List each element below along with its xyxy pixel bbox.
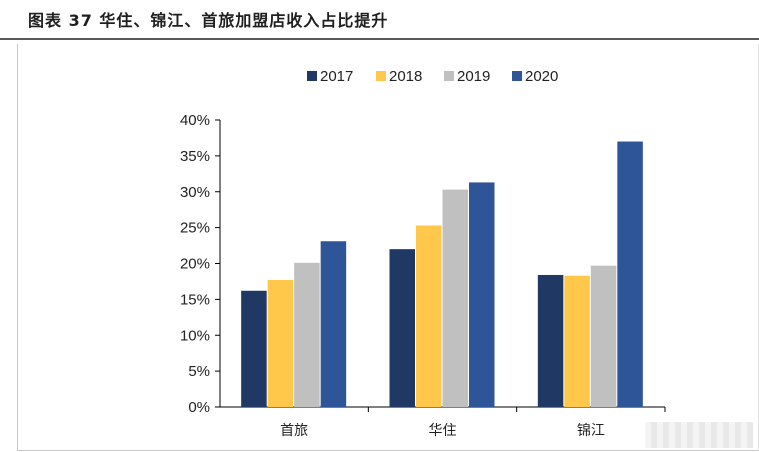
bar-2017 <box>537 274 564 407</box>
y-tick-label: 35% <box>180 148 210 165</box>
legend-swatch-2017 <box>307 71 317 81</box>
bar-2017 <box>389 249 415 407</box>
bar-2020 <box>469 182 495 407</box>
bar-2017 <box>241 290 267 407</box>
bar-2018 <box>267 280 294 407</box>
x-category-label: 锦江 <box>577 422 605 439</box>
legend-swatch-2020 <box>512 71 522 81</box>
legend-label-2020: 2020 <box>525 68 558 85</box>
title-bar: 图表 37 华住、锦江、首旅加盟店收入占比提升 <box>0 0 759 40</box>
x-category-label: 华住 <box>429 423 457 439</box>
y-tick-label: 15% <box>180 291 210 308</box>
legend-label-2017: 2017 <box>320 68 353 85</box>
legend-label-2018: 2018 <box>389 68 422 85</box>
watermark <box>645 422 753 448</box>
y-tick-label: 20% <box>180 256 210 273</box>
legend-swatch-2018 <box>376 71 386 81</box>
legend-swatch-2019 <box>444 71 454 81</box>
y-tick-label: 30% <box>180 184 210 201</box>
chart-title: 图表 37 华住、锦江、首旅加盟店收入占比提升 <box>28 11 389 30</box>
bar-2018 <box>416 225 442 407</box>
bar-2018 <box>564 275 590 407</box>
bar-2019 <box>294 262 320 407</box>
bar-2020 <box>617 141 643 407</box>
y-tick-label: 5% <box>188 363 210 380</box>
x-category-label: 首旅 <box>280 423 308 439</box>
bar-2020 <box>320 241 347 407</box>
legend-label-2019: 2019 <box>457 68 490 85</box>
y-tick-label: 10% <box>180 327 210 344</box>
y-tick-label: 25% <box>180 220 210 237</box>
y-tick-label: 0% <box>188 399 210 416</box>
y-tick-label: 40% <box>180 112 210 129</box>
bar-2019 <box>442 189 468 407</box>
bar-2019 <box>590 265 617 407</box>
